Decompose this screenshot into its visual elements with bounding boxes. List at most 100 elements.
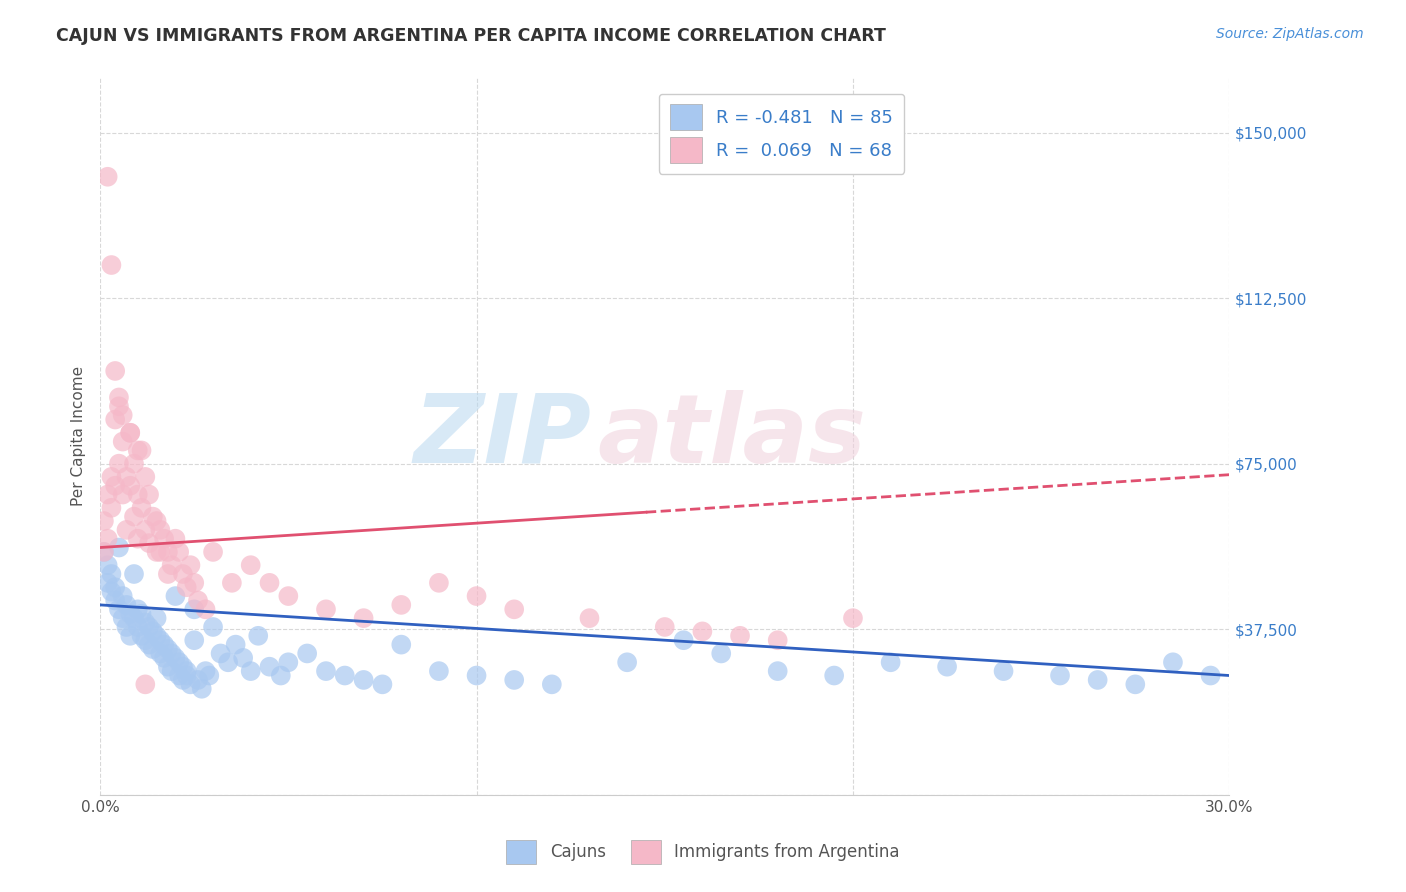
Point [165, 589, 187, 603]
Point [389, 598, 412, 612]
Point [194, 602, 217, 616]
Point [142, 624, 165, 639]
Point [145, 514, 167, 528]
Point [115, 523, 138, 537]
Point [153, 638, 176, 652]
Point [165, 651, 187, 665]
Point [465, 668, 488, 682]
Point [100, 584, 122, 599]
Point [172, 673, 194, 687]
Point [710, 647, 733, 661]
Point [104, 364, 127, 378]
Point [145, 545, 167, 559]
Point [187, 593, 209, 607]
Point [156, 642, 179, 657]
Point [295, 647, 318, 661]
Point [371, 677, 394, 691]
Point [120, 425, 142, 440]
Point [104, 593, 127, 607]
Point [1049, 668, 1071, 682]
Point [167, 655, 190, 669]
Point [333, 668, 356, 682]
Point [427, 575, 450, 590]
Point [187, 673, 209, 687]
Point [239, 664, 262, 678]
Point [389, 638, 412, 652]
Legend: Cajuns, Immigrants from Argentina: Cajuns, Immigrants from Argentina [499, 833, 907, 871]
Point [145, 629, 167, 643]
Point [142, 509, 165, 524]
Point [165, 532, 187, 546]
Point [100, 258, 122, 272]
Point [115, 620, 138, 634]
Point [111, 487, 134, 501]
Point [134, 470, 156, 484]
Point [353, 611, 375, 625]
Point [97, 575, 120, 590]
Point [127, 443, 149, 458]
Point [108, 602, 131, 616]
Point [259, 659, 281, 673]
Point [108, 399, 131, 413]
Point [1161, 655, 1184, 669]
Point [156, 545, 179, 559]
Point [120, 479, 142, 493]
Point [936, 659, 959, 673]
Point [138, 638, 160, 652]
Point [179, 677, 201, 691]
Point [209, 647, 232, 661]
Point [93, 545, 115, 559]
Point [149, 647, 172, 661]
Point [111, 408, 134, 422]
Point [115, 598, 138, 612]
Point [578, 611, 600, 625]
Point [993, 664, 1015, 678]
Point [503, 602, 526, 616]
Point [823, 668, 845, 682]
Point [120, 607, 142, 621]
Point [111, 589, 134, 603]
Point [176, 668, 198, 682]
Point [176, 580, 198, 594]
Point [879, 655, 901, 669]
Point [1199, 668, 1222, 682]
Point [167, 668, 190, 682]
Point [142, 642, 165, 657]
Point [153, 532, 176, 546]
Point [176, 664, 198, 678]
Point [138, 487, 160, 501]
Point [100, 567, 122, 582]
Point [217, 655, 239, 669]
Point [97, 487, 120, 501]
Point [465, 589, 488, 603]
Point [100, 500, 122, 515]
Y-axis label: Per Capita Income: Per Capita Income [72, 366, 86, 506]
Point [149, 545, 172, 559]
Point [183, 575, 205, 590]
Point [115, 470, 138, 484]
Point [179, 558, 201, 573]
Point [131, 629, 153, 643]
Point [427, 664, 450, 678]
Point [97, 169, 120, 184]
Point [134, 677, 156, 691]
Point [160, 647, 183, 661]
Point [315, 664, 337, 678]
Legend: R = -0.481   N = 85, R =  0.069   N = 68: R = -0.481 N = 85, R = 0.069 N = 68 [658, 94, 904, 174]
Point [172, 567, 194, 582]
Point [120, 629, 142, 643]
Point [122, 509, 145, 524]
Point [138, 536, 160, 550]
Point [183, 602, 205, 616]
Point [183, 633, 205, 648]
Text: atlas: atlas [598, 390, 866, 483]
Point [160, 558, 183, 573]
Point [232, 651, 254, 665]
Point [277, 589, 299, 603]
Point [127, 602, 149, 616]
Point [160, 664, 183, 678]
Point [134, 633, 156, 648]
Point [353, 673, 375, 687]
Point [93, 545, 115, 559]
Point [540, 677, 562, 691]
